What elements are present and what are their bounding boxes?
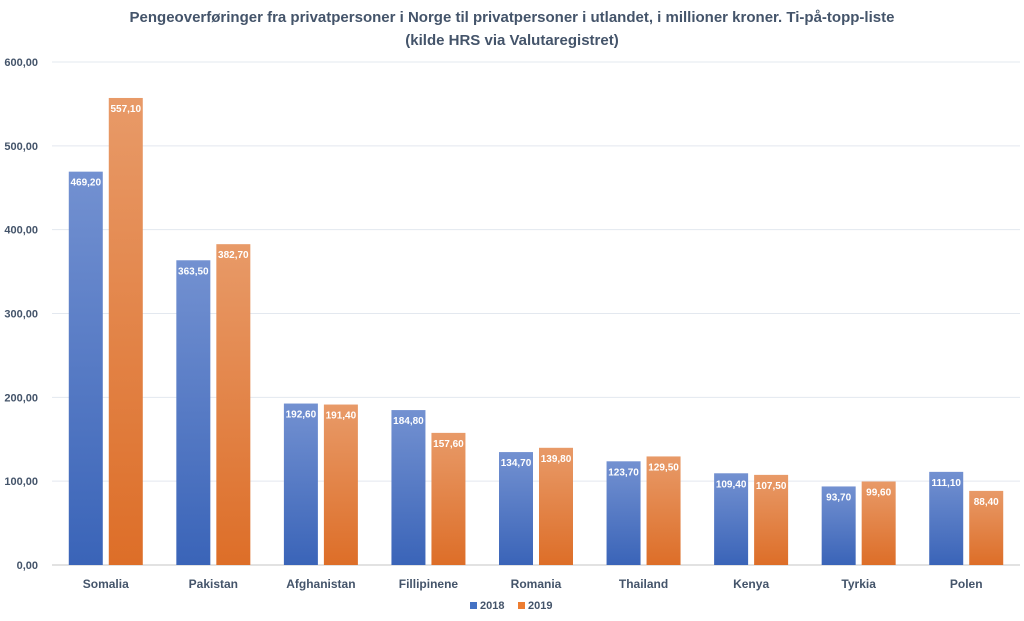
bar-2018 — [606, 461, 641, 565]
y-tick-label: 200,00 — [4, 392, 38, 404]
bar-2018 — [499, 452, 533, 565]
x-tick-label: Tyrkia — [841, 577, 876, 591]
x-tick-label: Somalia — [83, 577, 129, 591]
bar-2018 — [714, 473, 749, 565]
bar-2019 — [323, 404, 358, 565]
data-label: 139,80 — [541, 454, 572, 465]
bar-2018 — [391, 410, 426, 565]
data-label: 363,50 — [178, 266, 209, 277]
bar-2019 — [108, 97, 143, 565]
legend-label: 2018 — [480, 600, 504, 612]
chart-subtitle: (kilde HRS via Valutaregistret) — [405, 32, 618, 49]
x-tick-label: Kenya — [733, 577, 769, 591]
x-tick-label: Pakistan — [189, 577, 238, 591]
y-tick-label: 100,00 — [4, 476, 38, 488]
bar-2019 — [754, 474, 789, 565]
data-label: 111,10 — [931, 478, 961, 489]
x-tick-label: Polen — [950, 577, 983, 591]
bar-2018 — [821, 486, 856, 565]
bar-2019 — [216, 244, 251, 565]
bar-2018 — [68, 171, 103, 566]
data-label: 129,50 — [648, 462, 679, 473]
data-label: 469,20 — [70, 178, 101, 189]
data-label: 192,60 — [286, 410, 317, 421]
y-tick-label: 300,00 — [4, 309, 38, 321]
data-label: 99,60 — [866, 488, 891, 499]
data-label: 184,80 — [393, 416, 424, 427]
bar-2019 — [969, 490, 1004, 565]
data-label: 157,60 — [433, 439, 464, 450]
bar-2018 — [283, 403, 318, 565]
data-label: 557,10 — [110, 104, 141, 115]
legend-label: 2019 — [528, 600, 552, 612]
x-tick-label: Afghanistan — [286, 577, 355, 591]
data-label: 123,70 — [608, 467, 639, 478]
x-tick-label: Fillipinene — [399, 577, 459, 591]
data-label: 93,70 — [826, 492, 851, 503]
bar-2019 — [646, 456, 681, 565]
legend-swatch — [470, 602, 477, 609]
bar-2018 — [176, 260, 211, 565]
bar-2019 — [431, 432, 466, 565]
data-label: 134,70 — [501, 458, 532, 469]
y-tick-label: 500,00 — [4, 141, 38, 153]
legend-swatch — [518, 602, 525, 609]
data-label: 88,40 — [974, 497, 999, 508]
bar-2019 — [861, 481, 896, 565]
x-tick-label: Thailand — [619, 577, 668, 591]
chart-title: Pengeoverføringer fra privatpersoner i N… — [130, 9, 895, 26]
data-label: 107,50 — [756, 481, 787, 492]
bar-2018 — [929, 471, 964, 565]
y-tick-label: 400,00 — [4, 225, 38, 237]
data-label: 109,40 — [716, 479, 747, 490]
y-tick-label: 0,00 — [17, 560, 38, 572]
y-tick-label: 600,00 — [4, 57, 38, 69]
bar-2019 — [539, 447, 573, 565]
data-label: 382,70 — [218, 250, 249, 261]
data-label: 191,40 — [326, 411, 357, 422]
x-tick-label: Romania — [511, 577, 562, 591]
